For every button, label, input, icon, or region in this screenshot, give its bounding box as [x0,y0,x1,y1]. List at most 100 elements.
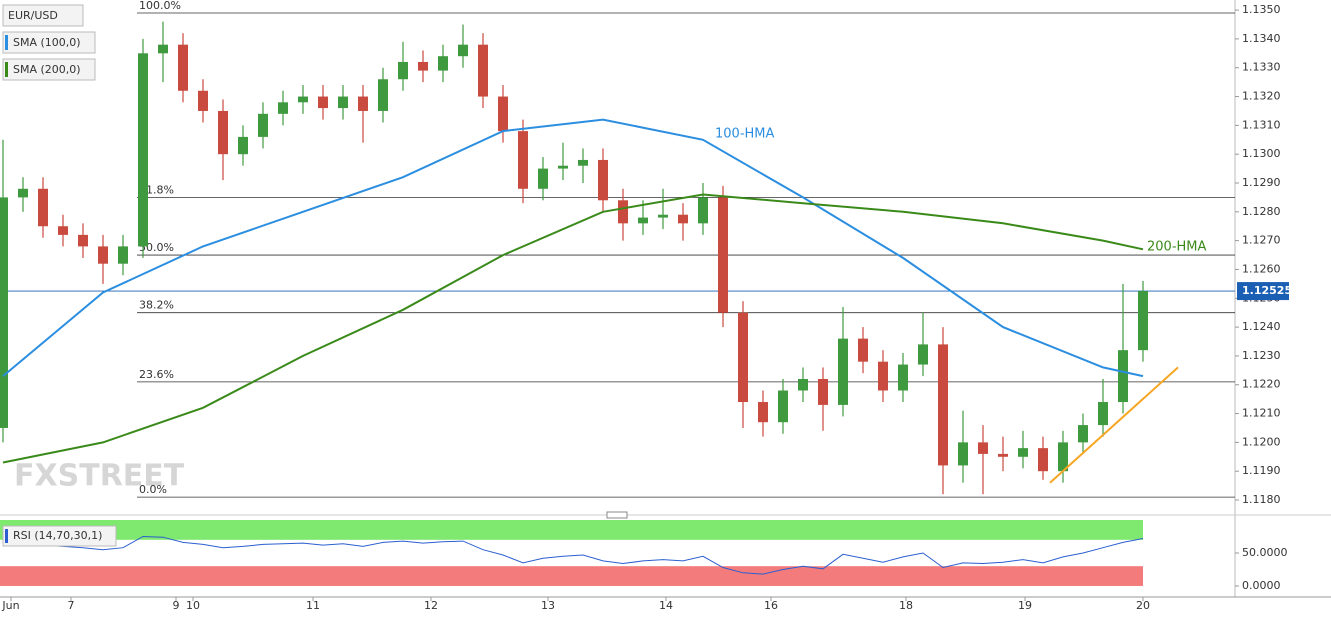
candle-body [138,53,148,247]
candle-body [0,197,8,428]
candle-body [858,338,868,362]
y-tick-label: 1.1180 [1242,493,1281,506]
candle-body [798,378,808,391]
candle-body [378,79,388,111]
fib-label: 0.0% [139,483,167,496]
rsi-overbought-band [0,520,1143,540]
rsi-y-tick-label: 0.0000 [1242,579,1281,592]
y-tick-label: 1.1210 [1242,407,1281,420]
y-tick-label: 1.1340 [1242,32,1281,45]
candle-body [778,390,788,423]
candle-body [278,102,288,114]
candle-body [978,442,988,454]
y-tick-label: 1.1280 [1242,205,1281,218]
y-tick-label: 1.1220 [1242,378,1281,391]
candle-body [118,246,128,264]
y-tick-label: 1.1270 [1242,234,1281,247]
y-tick-label: 1.1240 [1242,320,1281,333]
candle-body [738,312,748,403]
x-tick-label: 19 [1018,599,1032,612]
x-tick-label: Jun [1,599,19,612]
watermark: FXSTREET [14,459,185,494]
candle-body [1138,291,1148,351]
legend-label: SMA (200,0) [13,63,81,76]
price-tag [1237,282,1289,301]
candle-body [598,159,608,201]
y-tick-label: 1.1300 [1242,147,1281,160]
price-tag-label: 1.12525 [1242,284,1292,297]
x-tick-label: 14 [659,599,673,612]
candle-body [398,61,408,80]
candle-body [238,136,248,155]
candle-body [938,344,948,466]
candle-body [678,214,688,224]
candle-body [318,96,328,109]
rsi-swatch [5,529,8,543]
x-tick-label: 10 [186,599,200,612]
candle-body [538,168,548,189]
candle-body [458,44,468,57]
candle-body [1058,442,1068,472]
candle-body [618,200,628,224]
legend-label: SMA (100,0) [13,36,81,49]
candle-body [998,453,1008,457]
legend-swatch [5,62,8,77]
x-tick-label: 11 [306,599,320,612]
candle-body [1078,425,1088,443]
candle-body [518,131,528,189]
candle-body [338,96,348,109]
candle-body [498,96,508,132]
rsi-title-box [2,525,117,547]
x-tick-label: 18 [899,599,913,612]
fib-label: 100.0% [139,0,181,12]
panel-handle[interactable] [606,511,628,519]
candle-body [1118,350,1128,403]
candle-body [358,96,368,111]
rsi-oversold-band [0,566,1143,586]
candle-body [98,246,108,264]
candle-body [698,197,708,224]
candle-body [178,44,188,91]
candle-body [78,234,88,247]
x-tick-label: 9 [173,599,180,612]
candle-body [1098,402,1108,426]
y-tick-label: 1.1230 [1242,349,1281,362]
candle-body [58,226,68,235]
y-tick-label: 1.1200 [1242,435,1281,448]
y-tick-label: 1.1290 [1242,176,1281,189]
x-tick-label: 7 [68,599,75,612]
fib-label: 38.2% [139,299,174,312]
fib-label: 23.6% [139,368,174,381]
legend-box [2,31,96,54]
ma-annotation: 100-HMA [715,127,774,142]
y-tick-label: 1.1320 [1242,90,1281,103]
ma-line [2,118,1144,378]
x-tick-label: 20 [1136,599,1150,612]
candle-body [898,364,908,391]
y-tick-label: 1.1260 [1242,262,1281,275]
candle-body [298,96,308,103]
candle-body [18,188,28,198]
candle-body [578,159,588,166]
candle-body [838,338,848,405]
candle-body [818,378,828,405]
candle-body [258,113,268,137]
rsi-title: RSI (14,70,30,1) [13,529,102,542]
legend: EUR/USD SMA (100,0) SMA (200,0) [2,4,96,81]
candle-body [958,442,968,466]
candle-body [38,188,48,227]
candle-body [198,90,208,111]
x-tick-label: 13 [541,599,555,612]
rsi-y-tick-label: 50.0000 [1242,546,1288,559]
y-tick-label: 1.1190 [1242,464,1281,477]
legend-swatch [5,35,8,50]
candle-body [558,165,568,169]
candle-body [438,56,448,71]
candle-body [218,110,228,155]
x-tick-label: 16 [764,599,778,612]
y-tick-label: 1.1310 [1242,118,1281,131]
candle-body [418,61,428,71]
candle-body [918,344,928,365]
